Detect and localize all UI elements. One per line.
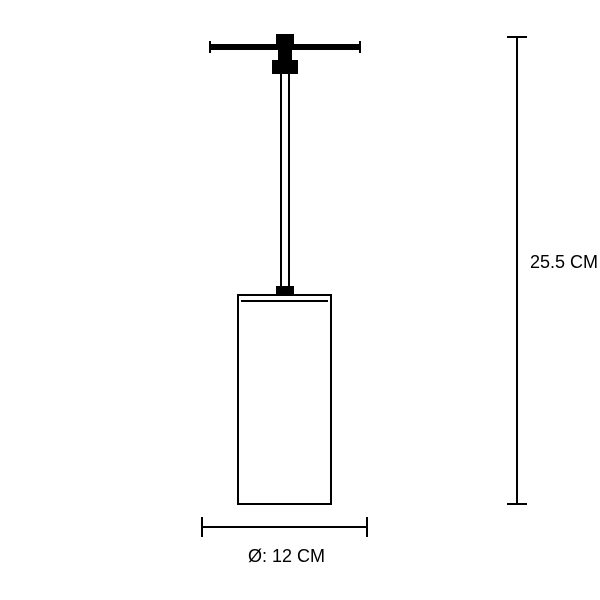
below-disc-collar bbox=[278, 50, 292, 60]
cylinder-body bbox=[237, 294, 332, 505]
height-dim-line bbox=[516, 37, 518, 504]
stem-left bbox=[280, 74, 282, 288]
cylinder-rim bbox=[241, 300, 328, 302]
top-hub bbox=[276, 34, 294, 44]
top-disc-end-right bbox=[359, 41, 361, 53]
stem-joint bbox=[272, 60, 298, 74]
stem-right bbox=[288, 74, 290, 288]
width-dim-tick-left bbox=[201, 517, 203, 537]
width-dim-line bbox=[202, 526, 367, 528]
stem-cap bbox=[276, 286, 294, 294]
height-dim-tick-bottom bbox=[507, 503, 527, 505]
width-dim-tick-right bbox=[366, 517, 368, 537]
height-dim-tick-top bbox=[507, 36, 527, 38]
technical-drawing: 25.5 CM Ø: 12 CM bbox=[0, 0, 600, 600]
height-dim-label: 25.5 CM bbox=[530, 252, 598, 273]
top-disc-end-left bbox=[209, 41, 211, 53]
width-dim-label: Ø: 12 CM bbox=[248, 546, 325, 567]
